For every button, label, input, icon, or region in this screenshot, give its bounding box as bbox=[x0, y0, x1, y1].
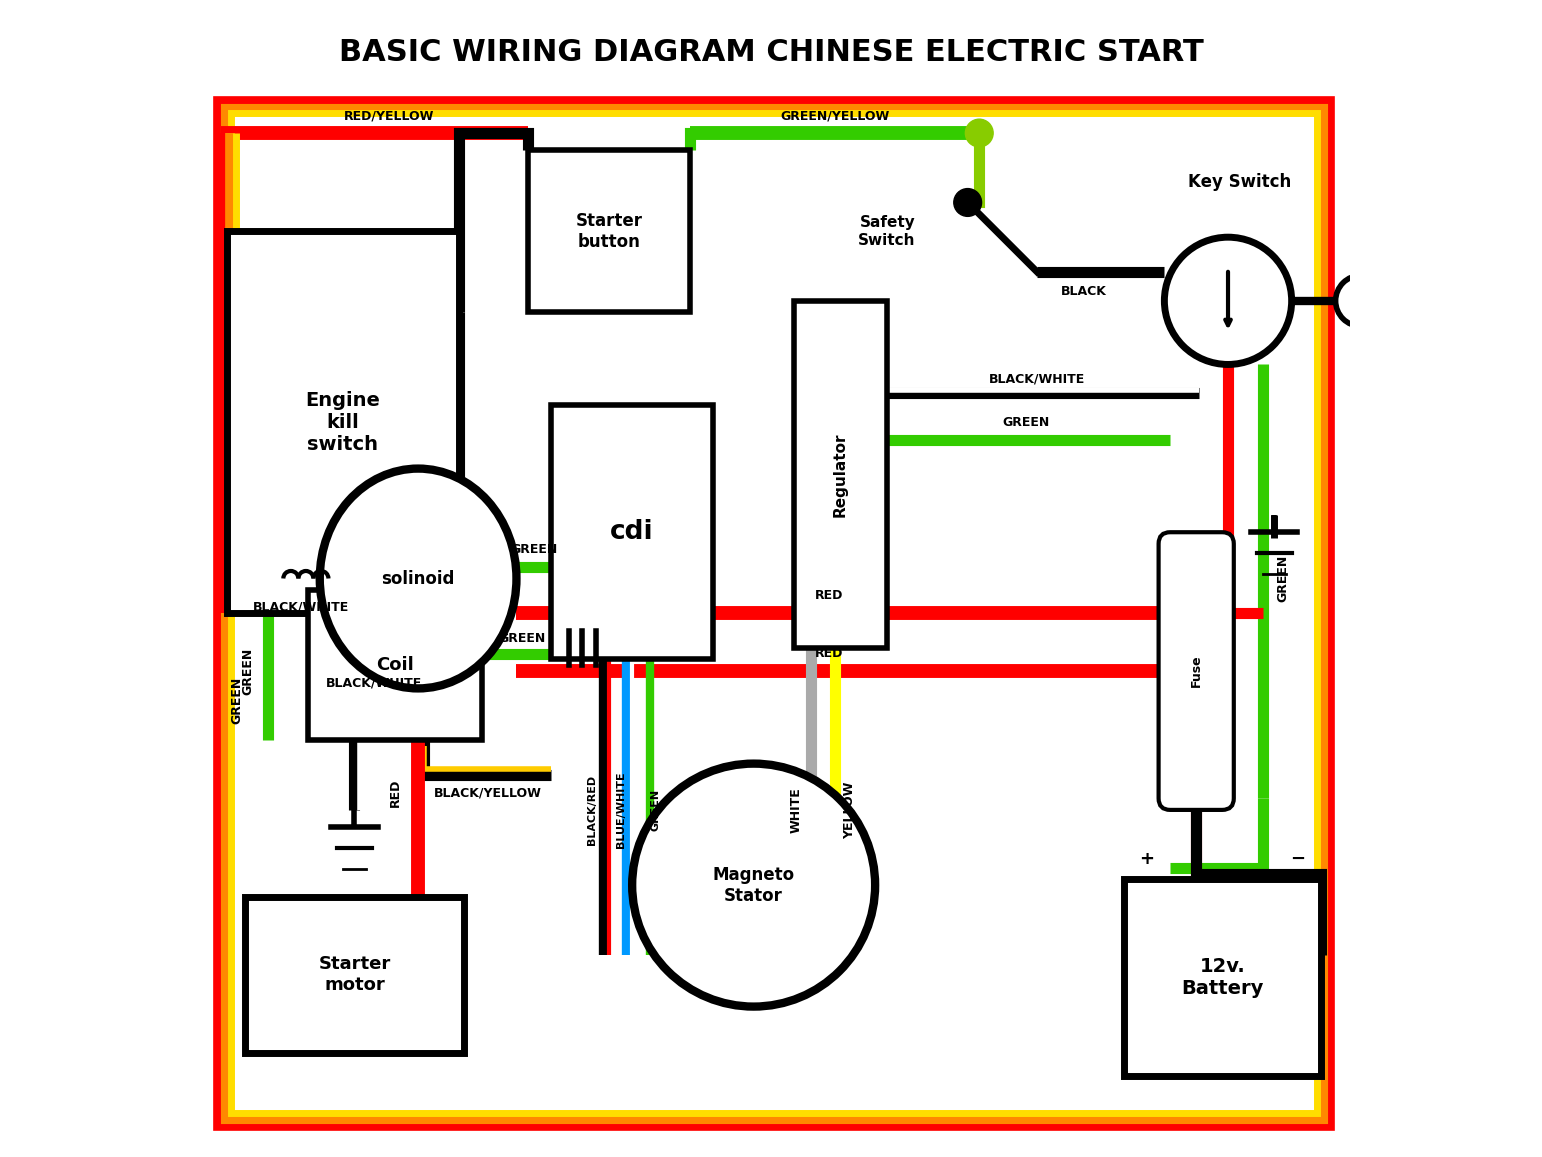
Bar bbox=[308, 590, 481, 740]
Circle shape bbox=[632, 764, 876, 1007]
Text: Coil: Coil bbox=[376, 656, 413, 675]
Text: Starter
button: Starter button bbox=[575, 212, 643, 251]
FancyBboxPatch shape bbox=[1158, 532, 1234, 810]
Text: GREEN: GREEN bbox=[510, 543, 558, 557]
Bar bbox=[794, 301, 887, 648]
Text: WHITE: WHITE bbox=[790, 787, 803, 833]
Text: 12v.
Battery: 12v. Battery bbox=[1181, 957, 1263, 998]
Text: GREEN: GREEN bbox=[498, 632, 546, 646]
Text: GREEN: GREEN bbox=[230, 677, 244, 723]
Text: BLACK/WHITE: BLACK/WHITE bbox=[988, 373, 1086, 386]
Text: BLACK/RED: BLACK/RED bbox=[586, 775, 597, 845]
Text: −: − bbox=[1289, 849, 1305, 868]
Bar bbox=[231, 113, 1317, 1113]
Text: GREEN: GREEN bbox=[242, 648, 254, 694]
Text: RED: RED bbox=[814, 647, 843, 661]
Circle shape bbox=[965, 119, 993, 147]
Text: RED: RED bbox=[389, 779, 401, 806]
Text: BASIC WIRING DIAGRAM CHINESE ELECTRIC START: BASIC WIRING DIAGRAM CHINESE ELECTRIC ST… bbox=[339, 37, 1203, 67]
Text: RED: RED bbox=[814, 589, 843, 603]
Bar bbox=[227, 231, 458, 613]
Circle shape bbox=[1164, 237, 1292, 364]
Circle shape bbox=[954, 189, 982, 216]
Text: BLACK/WHITE: BLACK/WHITE bbox=[253, 600, 348, 614]
Text: +: + bbox=[1140, 849, 1155, 868]
Ellipse shape bbox=[319, 469, 517, 688]
Text: Key Switch: Key Switch bbox=[1187, 172, 1291, 191]
Text: Starter
motor: Starter motor bbox=[318, 956, 390, 994]
Text: cdi: cdi bbox=[611, 519, 654, 545]
Text: Fuse: Fuse bbox=[1190, 655, 1203, 687]
Bar bbox=[245, 897, 464, 1053]
Text: BLACK: BLACK bbox=[1061, 285, 1106, 299]
Text: YELLOW: YELLOW bbox=[843, 781, 856, 839]
Text: Engine
kill
switch: Engine kill switch bbox=[305, 391, 381, 454]
Bar bbox=[222, 104, 1326, 1122]
Text: Magneto
Stator: Magneto Stator bbox=[712, 865, 794, 905]
Text: BLUE/WHITE: BLUE/WHITE bbox=[615, 772, 626, 848]
Text: GREEN/YELLOW: GREEN/YELLOW bbox=[780, 109, 890, 123]
Text: Safety
Switch: Safety Switch bbox=[859, 215, 916, 248]
Text: GREEN: GREEN bbox=[1275, 555, 1289, 602]
Text: GREEN: GREEN bbox=[651, 789, 660, 831]
Text: GREEN: GREEN bbox=[1002, 415, 1049, 429]
Text: solinoid: solinoid bbox=[381, 569, 455, 588]
Bar bbox=[1124, 879, 1320, 1076]
Text: BLACK/WHITE: BLACK/WHITE bbox=[325, 676, 423, 690]
Bar bbox=[227, 109, 1321, 1118]
Text: BLACK/YELLOW: BLACK/YELLOW bbox=[433, 786, 541, 799]
Bar bbox=[527, 150, 689, 312]
Text: Regulator: Regulator bbox=[833, 432, 848, 517]
Text: RED/YELLOW: RED/YELLOW bbox=[344, 109, 435, 123]
Bar bbox=[550, 405, 712, 659]
Circle shape bbox=[1335, 275, 1386, 326]
